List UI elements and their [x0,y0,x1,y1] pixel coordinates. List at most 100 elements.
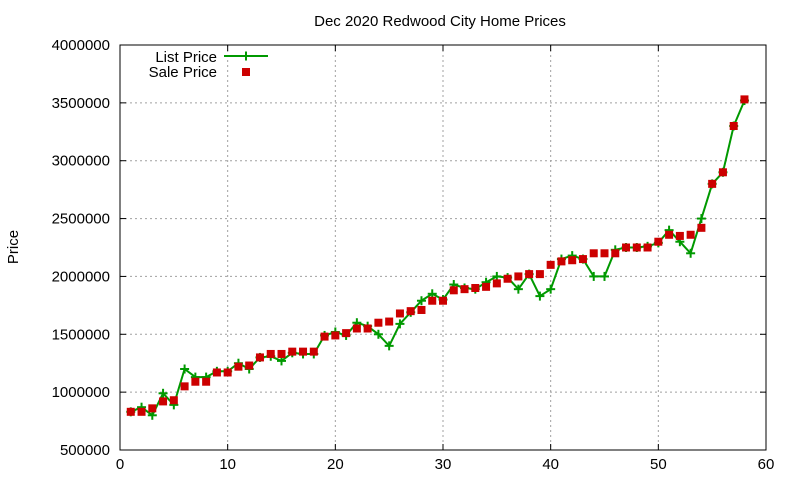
plot-series [126,95,749,420]
sale-price-point [718,168,727,177]
sale-price-point [288,347,297,356]
sale-price-point [622,243,631,252]
sale-price-point [460,285,469,294]
sale-price-point [686,230,695,239]
list-price-point [180,364,190,374]
sale-price-point [514,272,523,281]
sale-price-point [740,95,749,104]
sale-price-point [159,397,168,406]
sale-price-point [137,407,146,416]
x-tick-label: 10 [219,456,236,473]
y-tick-label: 500000 [60,442,110,459]
sale-price-point [632,243,641,252]
sale-price-point [363,324,372,333]
x-tick-label: 60 [758,456,775,473]
y-tick-label: 3000000 [52,153,110,170]
chart-title: Dec 2020 Redwood City Home Prices [314,13,566,30]
sale-price-point [417,305,426,314]
sale-price-point [492,279,501,288]
sale-price-point [180,382,189,391]
sale-price-point [525,270,534,279]
plot-border [119,44,767,451]
sale-price-point [277,349,286,358]
list-price-point [395,319,405,329]
legend-label-sale-price: Sale Price [149,64,217,81]
y-tick-label: 2000000 [52,268,110,285]
sale-price-point [589,249,598,258]
list-price-point [546,284,556,294]
legend-label-list-price: List Price [155,49,217,66]
sale-price-point [643,243,652,252]
list-price-point [535,291,545,301]
legend-marker-list-price [241,51,251,61]
x-tick-label: 50 [650,456,667,473]
x-tick-label: 0 [116,456,124,473]
sale-price-point [169,396,178,405]
sale-price-point [611,249,620,258]
y-tick-label: 3500000 [52,95,110,112]
y-tick-label: 2500000 [52,211,110,228]
sale-price-point [600,249,609,258]
sale-price-point [234,362,243,371]
sale-price-point [503,274,512,283]
grid [120,45,766,450]
sale-price-point [148,404,157,413]
sale-price-point [266,349,275,358]
list-price-point [416,296,426,306]
plot-frame [119,44,767,451]
sale-price-point [665,230,674,239]
y-tick-label: 4000000 [52,37,110,54]
list-price-point [384,341,394,351]
sale-price-point [708,179,717,188]
sale-price-point [535,270,544,279]
sale-price-point [449,286,458,295]
list-price-point [373,329,383,339]
sale-price-point [557,257,566,266]
sale-price-point [546,260,555,269]
sale-price-point [299,347,308,356]
sale-price-point [245,361,254,370]
y-axis-label: Price [5,230,22,264]
x-tick-label: 20 [327,456,344,473]
sale-price-point [675,231,684,240]
x-tick-label: 30 [435,456,452,473]
sale-price-point [482,282,491,291]
sale-price-point [126,407,135,416]
sale-price-point [568,256,577,265]
list-price-point [158,388,168,398]
ticks: 0 10 20 30 40 50 60 500000 1000000 1500000 2000000… [52,37,775,473]
sale-price-point [223,368,232,377]
sale-price-point [352,324,361,333]
sale-price-point [385,317,394,326]
sale-price-point [342,329,351,338]
list-price-point [600,271,609,281]
sale-price-point [320,332,329,341]
sale-price-point [331,331,340,340]
sale-price-point [428,296,437,305]
list-price-line [130,100,746,417]
sale-price-point [212,368,221,377]
sale-price-point [191,377,200,386]
sale-price-point [202,377,211,386]
list-price-point [696,214,706,224]
list-price-point [686,248,696,258]
sale-price-point [697,223,706,232]
legend-marker-sale-price [242,68,250,76]
sale-price-point [439,296,447,305]
sale-price-point [654,237,663,246]
y-tick-label: 1500000 [52,326,110,343]
sale-price-point [309,347,318,356]
legend: List Price Sale Price [149,49,268,81]
sale-price-point [729,122,738,130]
sale-price-point [406,307,415,316]
x-tick-label: 40 [542,456,559,473]
sale-price-point [578,255,587,264]
sale-price-point [471,284,480,292]
sale-price-point [374,318,383,327]
list-price-point [589,271,599,281]
sale-price-point [255,353,264,362]
y-tick-label: 1000000 [52,384,110,401]
sale-price-point [395,309,404,318]
list-price-point [513,284,523,294]
